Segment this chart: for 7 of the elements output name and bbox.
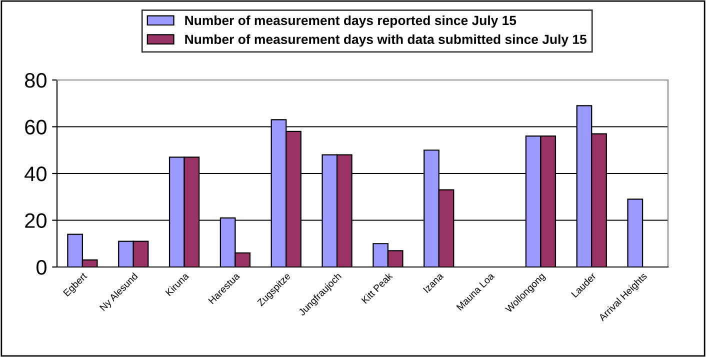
y-tick-label: 40 bbox=[24, 166, 46, 182]
y-tick-label: 60 bbox=[25, 120, 46, 135]
legend-label: Number of measurement days reported since July 15 bbox=[185, 15, 516, 28]
y-tick-label: 0 bbox=[36, 260, 46, 275]
y-tick-label: 80 bbox=[25, 73, 46, 88]
y-tick-label: 20 bbox=[25, 213, 46, 228]
legend-label: Number of measurement days with data submitted since July 15 bbox=[185, 34, 587, 47]
